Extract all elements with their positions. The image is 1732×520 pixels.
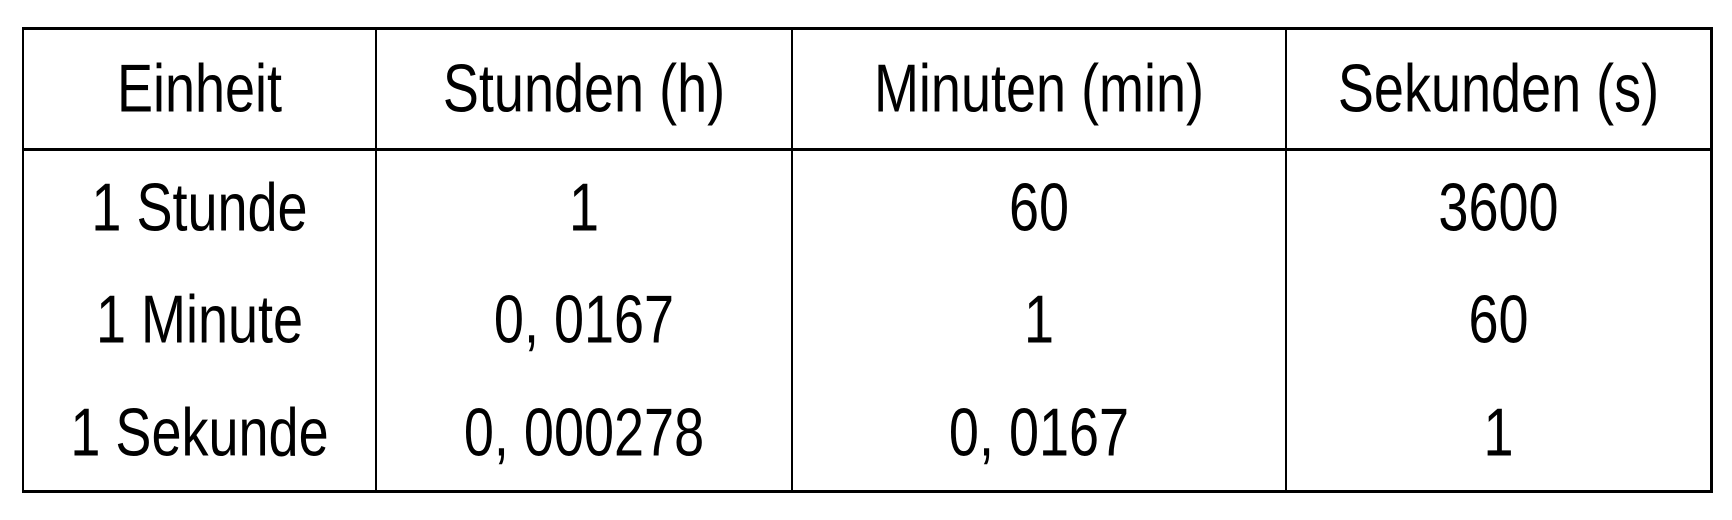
table-cell: 1 (791, 264, 1287, 377)
table-row: 1 Minute 0, 0167 1 60 (22, 264, 1713, 377)
table-cell: 1 Sekunde (22, 376, 377, 492)
header-text: Einheit (116, 51, 283, 127)
table-row: 1 Sekunde 0, 000278 0, 0167 1 (22, 376, 1713, 492)
cell-text: 60 (1008, 170, 1070, 245)
table-cell: 1 (1285, 376, 1713, 492)
header-cell: Minuten (min) (791, 28, 1287, 151)
table-cell: 0, 0167 (375, 264, 793, 377)
cell-text: 3600 (1438, 170, 1559, 245)
table-cell: 1 Minute (22, 264, 377, 377)
header-text: Sekunden (s) (1337, 51, 1660, 127)
header-text: Minuten (min) (873, 51, 1205, 127)
table-cell: 3600 (1285, 149, 1713, 264)
cell-text: 1 (1483, 395, 1514, 471)
cell-text: 60 (1468, 282, 1529, 358)
cell-text: 1 Minute (95, 282, 304, 358)
table-cell: 1 (375, 149, 793, 264)
table-cell: 1 Stunde (22, 149, 377, 264)
unit-conversion-table: Einheit Stunden (h) Minuten (min) Sekund… (22, 27, 1713, 493)
table-cell: 0, 000278 (375, 376, 793, 492)
header-text: Stunden (h) (442, 51, 726, 127)
cell-text: 1 Sekunde (70, 395, 329, 471)
cell-text: 0, 0167 (948, 395, 1130, 471)
table-cell: 60 (791, 149, 1287, 264)
cell-text: 1 (568, 170, 600, 245)
cell-text: 0, 0167 (493, 282, 675, 358)
cell-text: 0, 000278 (463, 395, 705, 471)
header-cell: Stunden (h) (375, 28, 793, 151)
table-cell: 0, 0167 (791, 376, 1287, 492)
table-cell: 60 (1285, 264, 1713, 377)
header-cell: Einheit (22, 28, 377, 151)
header-cell: Sekunden (s) (1285, 28, 1713, 151)
header-row: Einheit Stunden (h) Minuten (min) Sekund… (22, 28, 1713, 151)
cell-text: 1 (1023, 282, 1055, 358)
table-row: 1 Stunde 1 60 3600 (22, 149, 1713, 264)
cell-text: 1 Stunde (91, 170, 308, 245)
